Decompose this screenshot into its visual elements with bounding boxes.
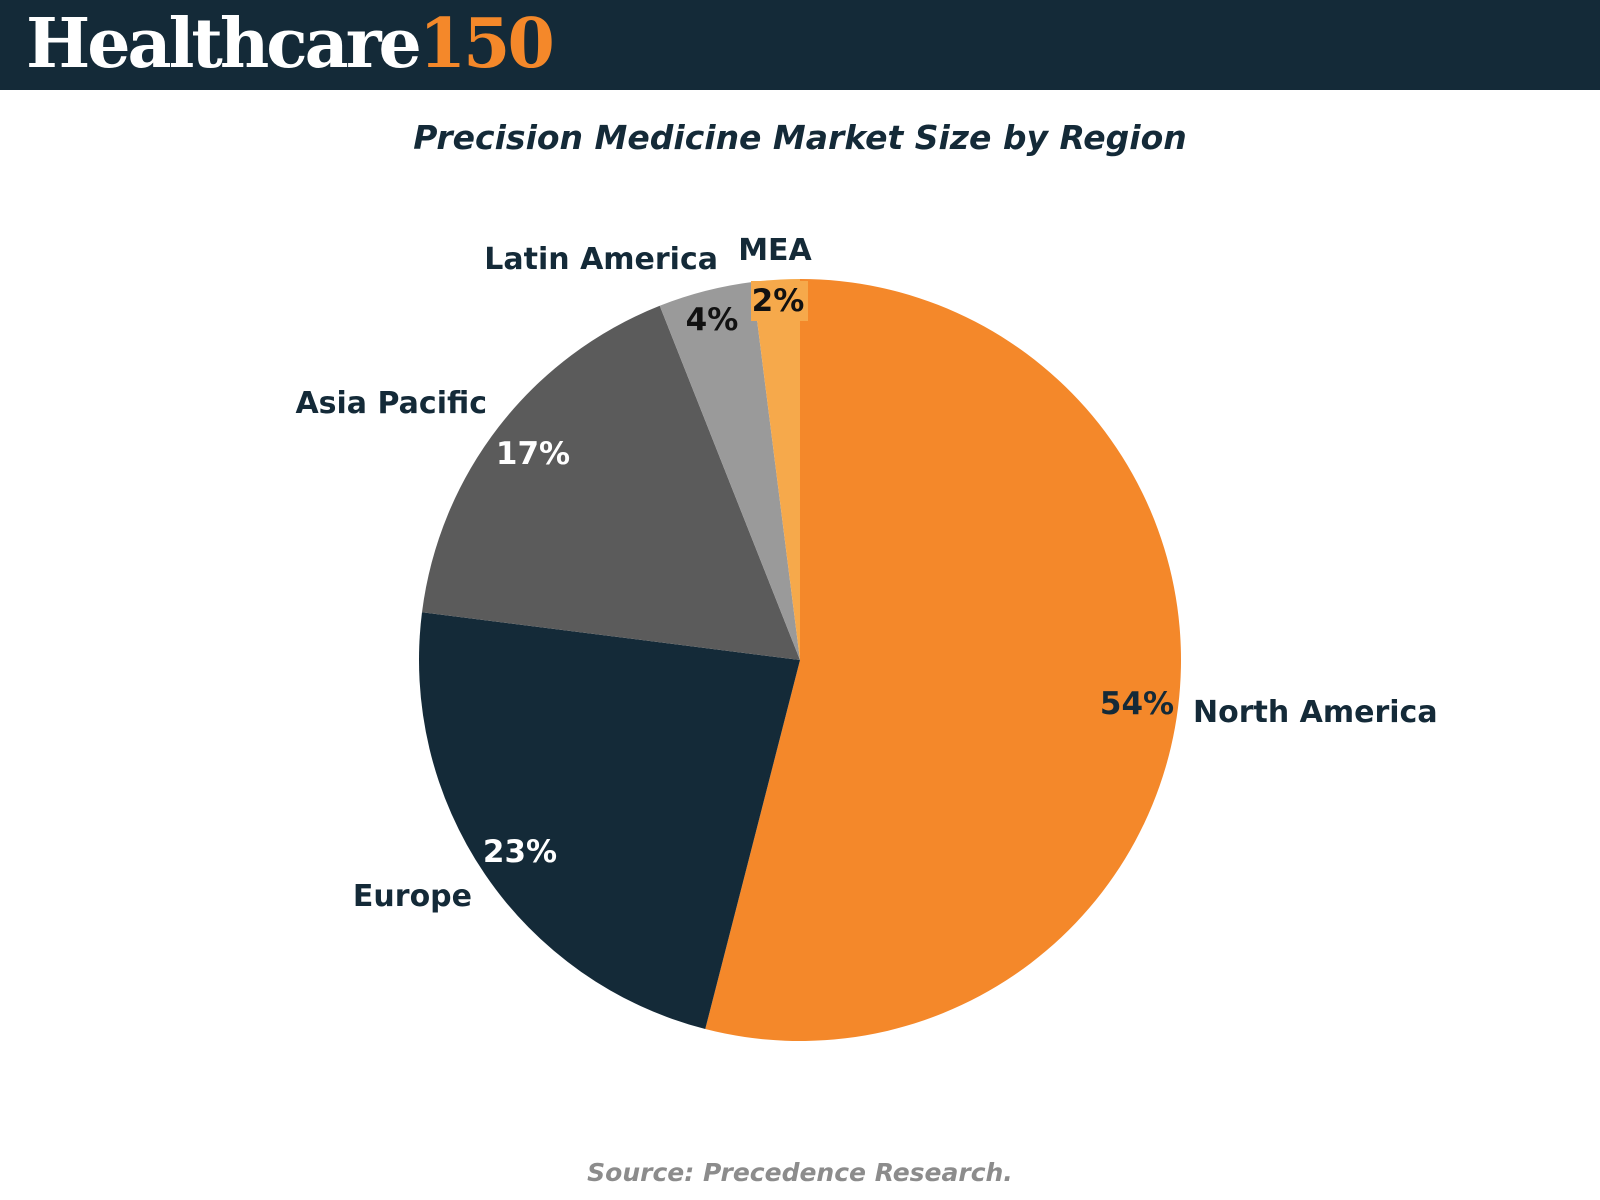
healthcare150-logo: Healthcare150 xyxy=(26,4,555,84)
data-label-mea: 2% xyxy=(752,283,805,319)
data-label-europe: 23% xyxy=(483,834,557,870)
chart-title: Precision Medicine Market Size by Region xyxy=(413,118,1187,157)
header-bar: Healthcare150 xyxy=(0,0,1600,90)
data-label-asia-pacific: 17% xyxy=(496,436,570,472)
logo-number: 150 xyxy=(418,4,555,84)
data-label-north-america: 54% xyxy=(1100,686,1174,722)
category-label-asia-pacific: Asia Pacific xyxy=(295,386,487,421)
pie-slice-north-america xyxy=(705,279,1182,1042)
pie-slice-latin-america xyxy=(659,282,800,660)
category-label-europe: Europe xyxy=(353,879,472,914)
pie-slice-europe xyxy=(418,612,800,1030)
category-label-mea: MEA xyxy=(738,233,812,268)
logo-text: Healthcare xyxy=(26,4,422,84)
category-label-north-america: North America xyxy=(1193,695,1438,730)
source-note: Source: Precedence Research. xyxy=(587,1158,1013,1187)
mea-label-background xyxy=(751,281,808,321)
category-label-latin-america: Latin America xyxy=(484,242,718,277)
pie-slice-mea xyxy=(752,279,800,660)
data-label-latin-america: 4% xyxy=(686,302,739,338)
pie-slice-asia-pacific xyxy=(422,305,800,660)
